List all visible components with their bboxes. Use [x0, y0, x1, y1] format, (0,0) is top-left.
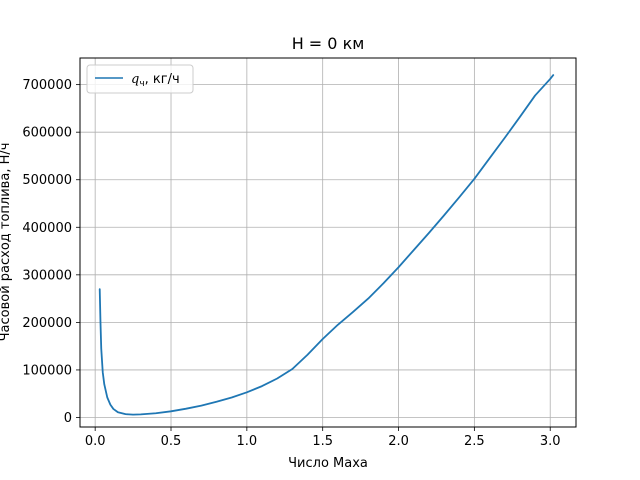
- legend-unit: , кг/ч: [145, 72, 180, 87]
- x-tick-label: 2.0: [388, 434, 409, 449]
- y-tick-label: 100000: [22, 363, 72, 378]
- x-axis-label: Число Маха: [288, 456, 368, 471]
- y-axis-label: Часовой расход топлива, Н/ч: [0, 143, 13, 342]
- legend-box: [86, 64, 194, 94]
- x-tick-label: 1.5: [312, 434, 333, 449]
- plot-background: [80, 58, 576, 427]
- y-tick-label: 700000: [22, 78, 72, 93]
- y-tick-label: 500000: [22, 173, 72, 188]
- y-tick-label: 0: [64, 411, 72, 426]
- legend: qч, кг/ч: [86, 64, 194, 94]
- x-tick-label: 2.5: [464, 434, 485, 449]
- legend-entry-label: qч, кг/ч: [131, 72, 180, 89]
- x-tick-label: 1.0: [237, 434, 258, 449]
- y-axis-ticks: 0 100000 200000 300000 400000 500000 600000 700…: [22, 78, 80, 426]
- legend-subscript: ч: [139, 79, 144, 89]
- chart-title: H = 0 км: [292, 34, 365, 53]
- x-axis-ticks: 0.0 0.5 1.0 1.5 2.0 2.5 3.0: [85, 427, 561, 449]
- legend-symbol: q: [131, 72, 139, 87]
- y-tick-label: 600000: [22, 126, 72, 141]
- plot-frame: [79, 57, 577, 428]
- x-tick-label: 0.5: [161, 434, 182, 449]
- series-layer: [98, 74, 555, 416]
- series-line: [98, 74, 555, 416]
- y-tick-label: 300000: [22, 268, 72, 283]
- y-tick-label: 400000: [22, 221, 72, 236]
- y-tick-label: 200000: [22, 316, 72, 331]
- grid: [80, 58, 576, 427]
- x-tick-label: 3.0: [540, 434, 561, 449]
- x-tick-label: 0.0: [85, 434, 106, 449]
